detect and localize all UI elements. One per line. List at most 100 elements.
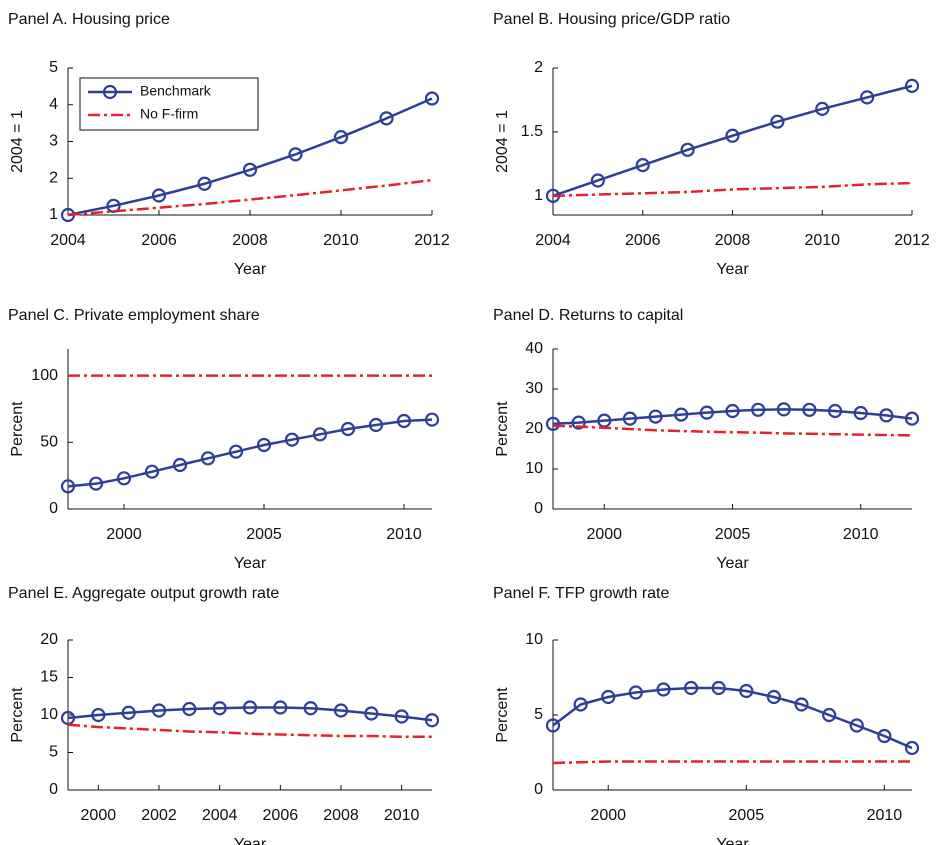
series-line	[67, 706, 433, 722]
series-marker	[288, 147, 303, 162]
series-marker	[60, 479, 76, 494]
x-tick-label: 2010	[843, 526, 879, 543]
panel-title: Panel B. Housing price/GDP ratio	[493, 11, 730, 28]
series-marker	[827, 403, 843, 419]
series-marker	[648, 409, 663, 424]
series-marker	[656, 682, 671, 697]
x-tick-label: 2000	[106, 526, 142, 543]
series-marker	[683, 680, 699, 696]
panel-title: Panel A. Housing price	[8, 11, 170, 28]
series-marker	[151, 703, 167, 718]
series-marker	[242, 162, 258, 177]
y-tick-label: 5	[49, 744, 58, 761]
x-tick-label: 2000	[81, 807, 117, 824]
series-marker	[545, 718, 561, 733]
y-axis-label: 2004 = 1	[9, 110, 26, 173]
series-marker	[394, 709, 409, 724]
y-tick-label: 10	[525, 460, 543, 477]
x-tick-label: 2005	[246, 526, 282, 543]
y-tick-label: 40	[525, 340, 543, 357]
y-tick-label: 10	[40, 706, 58, 723]
series-line	[552, 181, 913, 198]
x-axis-label: Year	[716, 836, 749, 845]
x-axis-label: Year	[234, 555, 267, 572]
panel-title: Panel E. Aggregate output growth rate	[8, 585, 279, 602]
series-marker	[242, 700, 258, 715]
x-tick-label: 2005	[715, 526, 751, 543]
series-marker	[725, 403, 740, 419]
series-marker	[182, 701, 197, 717]
y-tick-label: 30	[525, 380, 543, 397]
x-tick-label: 2010	[386, 526, 422, 543]
series-marker	[699, 405, 714, 420]
series-marker	[904, 411, 920, 426]
y-tick-label: 0	[534, 781, 543, 798]
series-marker	[396, 413, 412, 429]
series-marker	[172, 457, 188, 473]
series-marker	[200, 451, 216, 466]
series-line	[67, 723, 432, 738]
y-tick-label: 20	[40, 631, 58, 648]
y-axis-label: Percent	[9, 401, 26, 457]
x-axis-label: Year	[716, 555, 749, 572]
series-marker	[571, 415, 586, 430]
series-line	[552, 408, 913, 426]
series-marker	[197, 176, 212, 191]
series-marker	[904, 740, 920, 756]
y-axis-label: 2004 = 1	[494, 110, 511, 173]
series-marker	[794, 697, 809, 712]
y-tick-label: 5	[534, 706, 543, 723]
x-tick-label: 2005	[729, 807, 765, 824]
series-marker	[601, 689, 616, 705]
series-marker	[88, 476, 104, 491]
x-tick-label: 2004	[202, 807, 238, 824]
series-line	[67, 418, 433, 488]
series-marker	[822, 707, 837, 723]
x-tick-label: 2008	[323, 807, 359, 824]
series-marker	[424, 91, 440, 106]
legend-marker	[102, 84, 118, 100]
y-tick-label: 50	[40, 434, 58, 451]
x-tick-label: 2000	[590, 807, 626, 824]
series-line	[552, 760, 912, 765]
series-marker	[151, 188, 167, 203]
series-marker	[680, 142, 695, 157]
series-line	[67, 97, 433, 217]
x-tick-label: 2006	[263, 807, 299, 824]
series-marker	[273, 700, 288, 715]
series-marker	[116, 471, 132, 486]
y-tick-label: 2	[49, 169, 58, 186]
series-marker	[879, 408, 894, 423]
y-tick-label: 2	[534, 59, 543, 76]
series-marker	[711, 680, 726, 696]
series-line	[552, 686, 913, 750]
series-marker	[256, 437, 272, 453]
x-tick-label: 2004	[50, 232, 86, 249]
series-marker	[545, 416, 561, 431]
series-marker	[815, 101, 830, 117]
series-marker	[904, 78, 920, 93]
series-marker	[802, 402, 817, 417]
series-marker	[770, 114, 785, 129]
series-marker	[725, 128, 740, 143]
series-marker	[628, 685, 643, 700]
y-tick-label: 0	[49, 781, 58, 798]
series-line	[67, 178, 433, 217]
x-tick-label: 2000	[586, 526, 622, 543]
panel-title: Panel F. TFP growth rate	[493, 585, 669, 602]
y-tick-label: 4	[49, 96, 58, 113]
series-marker	[340, 421, 356, 437]
series-marker	[364, 706, 379, 721]
x-tick-label: 2006	[141, 232, 177, 249]
series-marker	[776, 402, 791, 417]
series-marker	[379, 111, 394, 126]
y-tick-label: 1.5	[521, 123, 543, 140]
series-marker	[333, 703, 349, 718]
x-tick-label: 2010	[384, 807, 420, 824]
x-tick-label: 2010	[867, 807, 903, 824]
series-marker	[333, 129, 349, 145]
series-marker	[849, 718, 864, 733]
legend-label: No F-firm	[140, 106, 198, 122]
series-marker	[424, 412, 440, 427]
